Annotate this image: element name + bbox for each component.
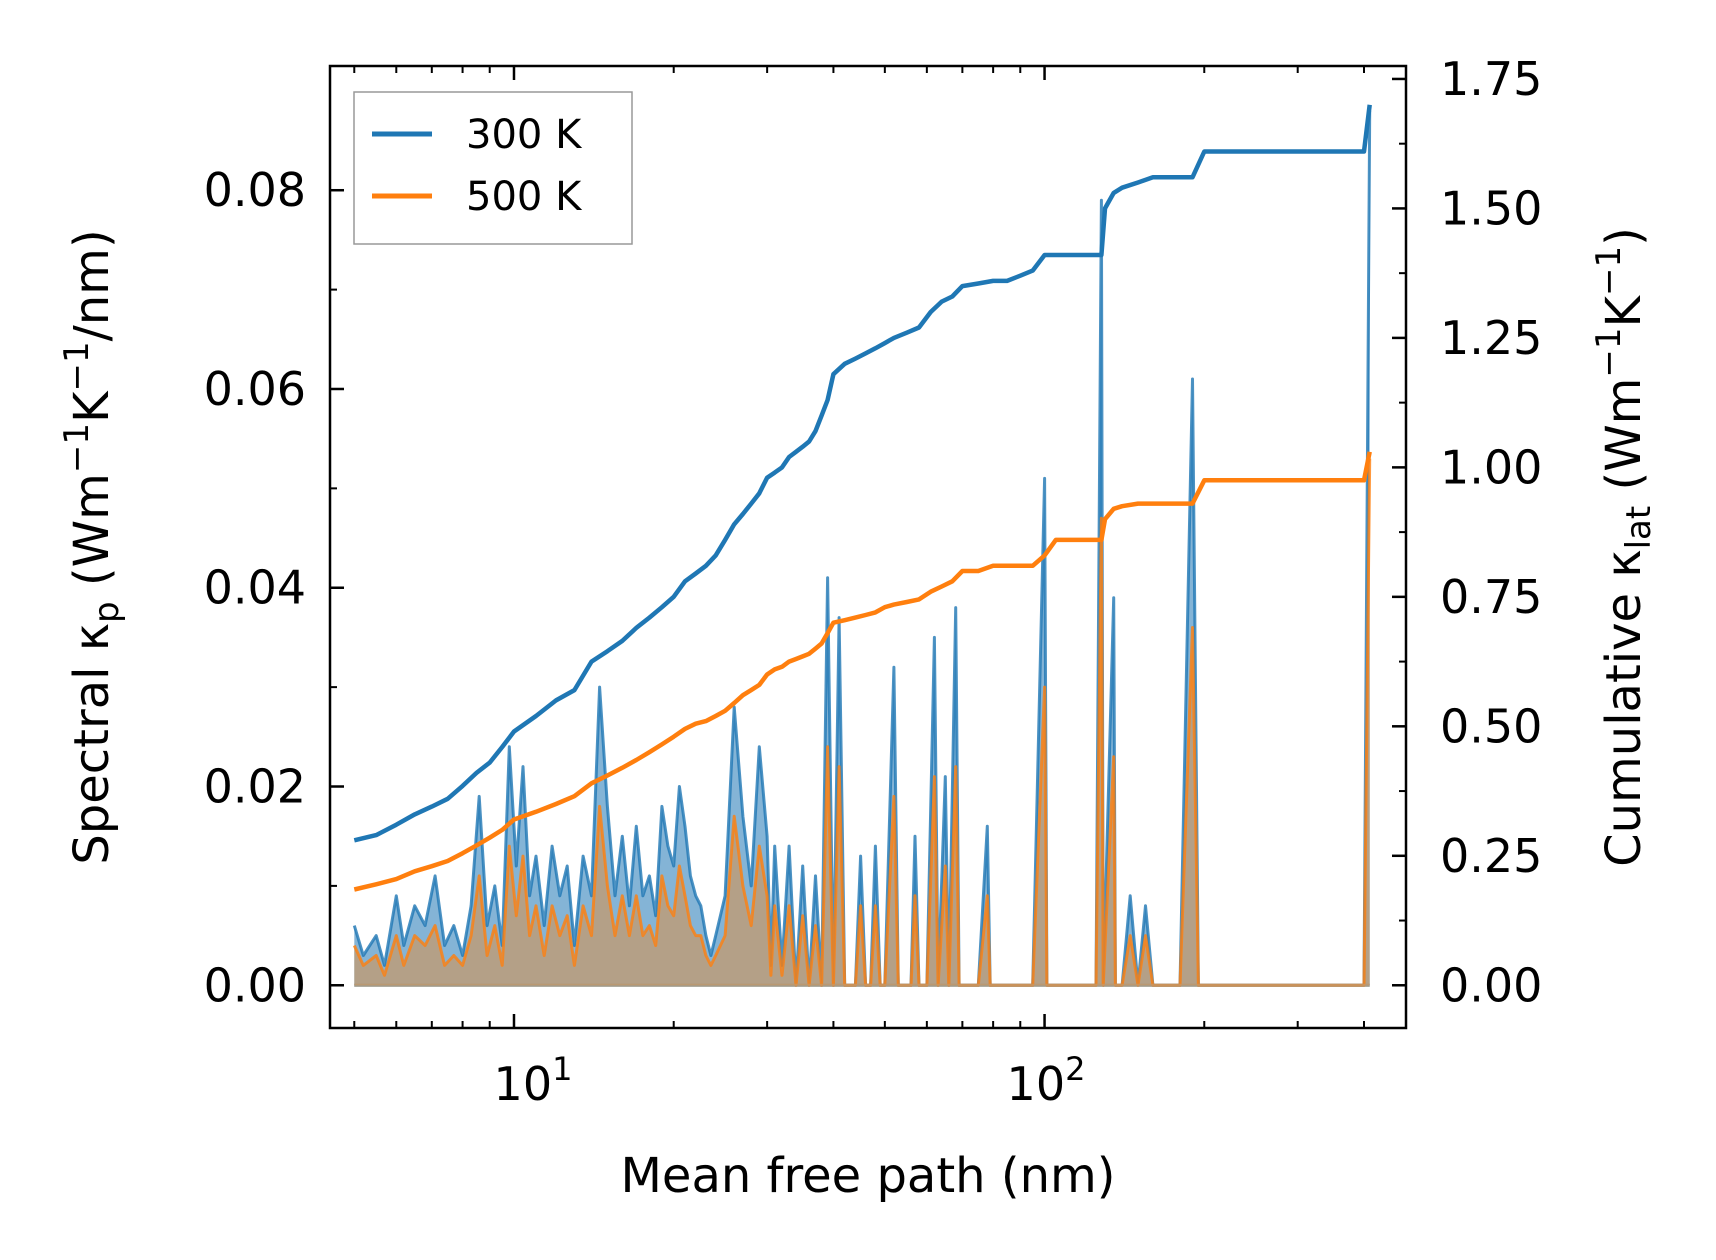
left-tick-label: 0.04 — [204, 561, 306, 615]
right-axis-title: Cumulative κlat (Wm−1K−1) — [1589, 227, 1659, 867]
right-tick-label: 0.25 — [1440, 829, 1542, 883]
left-tick-label: 0.00 — [204, 958, 306, 1012]
right-tick-label: 1.25 — [1440, 311, 1542, 365]
right-tick-label: 0.50 — [1440, 699, 1542, 753]
x-tick-label-2: 102 — [1007, 1050, 1086, 1111]
right-tick-label: 1.50 — [1440, 181, 1542, 235]
right-tick-label: 0.00 — [1440, 958, 1542, 1012]
left-y-ticks: 0.00 0.02 0.04 0.06 0.08 — [204, 163, 344, 1012]
x-tick-labels: 101 102 — [494, 1050, 1086, 1111]
legend-box — [353, 91, 633, 245]
legend: 300 K 500 K — [353, 91, 633, 245]
x-ticks — [353, 66, 1365, 1028]
cumulative-line-0 — [353, 104, 1372, 843]
right-tick-label: 1.00 — [1440, 440, 1542, 494]
x-tick-label-1: 101 — [494, 1050, 573, 1111]
cumulative-line-1 — [353, 451, 1372, 892]
legend-label-300k: 300 K — [466, 112, 583, 158]
spectral-line-1 — [352, 458, 1372, 987]
cumulative-layer — [353, 104, 1372, 892]
right-tick-label: 1.75 — [1440, 52, 1542, 106]
right-tick-label: 0.75 — [1440, 570, 1542, 624]
spectral-layer — [352, 110, 1372, 987]
left-axis-title: Spectral κp (Wm−1K−1/nm) — [57, 229, 127, 864]
x-axis-title: Mean free path (nm) — [621, 1148, 1116, 1204]
left-tick-label: 0.02 — [204, 760, 306, 814]
plot-frame — [328, 64, 1408, 1030]
legend-label-500k: 500 K — [466, 174, 583, 220]
right-y-ticks: 0.00 0.25 0.50 0.75 1.00 1.25 1.50 1.75 — [1392, 52, 1542, 1012]
left-tick-label: 0.08 — [204, 163, 306, 217]
left-tick-label: 0.06 — [204, 362, 306, 416]
